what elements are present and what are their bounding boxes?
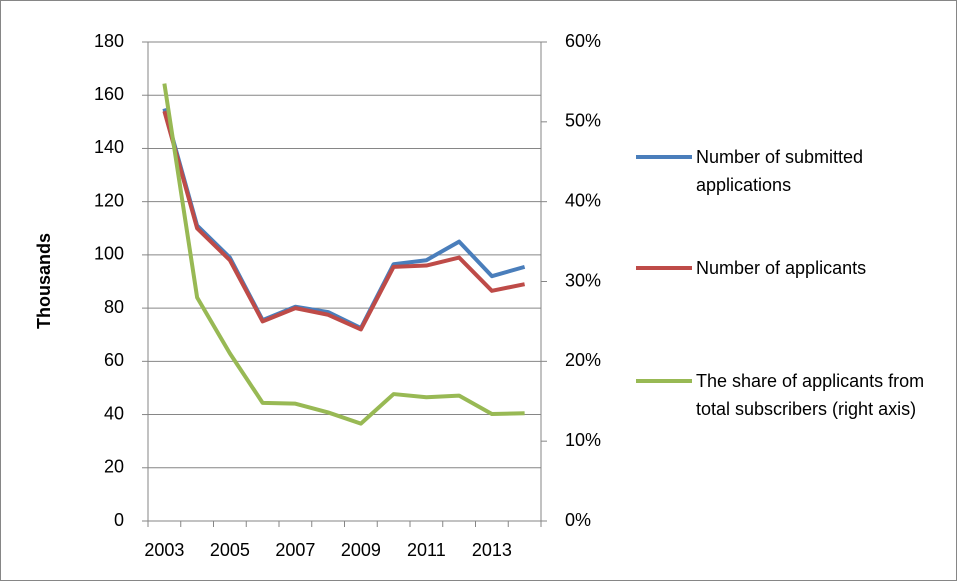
x-tick-label: 2005 xyxy=(210,540,250,560)
y-tick-label: 160 xyxy=(94,84,124,104)
y-tick-label: 180 xyxy=(94,31,124,51)
y-tick-label: 120 xyxy=(94,190,124,210)
y-axis-title: Thousands xyxy=(34,233,54,329)
y2-tick-label: 30% xyxy=(565,270,601,290)
y2-tick-label: 20% xyxy=(565,350,601,370)
x-tick-label: 2007 xyxy=(275,540,315,560)
y2-tick-label: 0% xyxy=(565,510,591,530)
y-tick-label: 100 xyxy=(94,244,124,264)
series-line xyxy=(162,83,525,426)
y2-tick-label: 10% xyxy=(565,430,601,450)
y-tick-label: 0 xyxy=(114,510,124,530)
x-tick-label: 2009 xyxy=(341,540,381,560)
y-tick-label: 20 xyxy=(104,457,124,477)
y2-tick-label: 60% xyxy=(565,31,601,51)
x-tick-label: 2011 xyxy=(407,540,446,560)
legend-label: Number of submitted applications xyxy=(696,147,864,195)
y-tick-label: 140 xyxy=(94,137,124,157)
series-line xyxy=(162,110,526,332)
x-tick-label: 2003 xyxy=(144,540,184,560)
y-tick-label: 80 xyxy=(104,297,124,317)
legend-label: The share of applicants from total subsc… xyxy=(696,371,925,419)
y2-tick-label: 50% xyxy=(565,111,601,131)
legend-label: Number of applicants xyxy=(696,258,867,278)
y2-tick-label: 40% xyxy=(565,190,601,210)
y-tick-label: 40 xyxy=(104,403,124,423)
y-tick-label: 60 xyxy=(104,350,124,370)
x-tick-label: 2013 xyxy=(472,540,512,560)
